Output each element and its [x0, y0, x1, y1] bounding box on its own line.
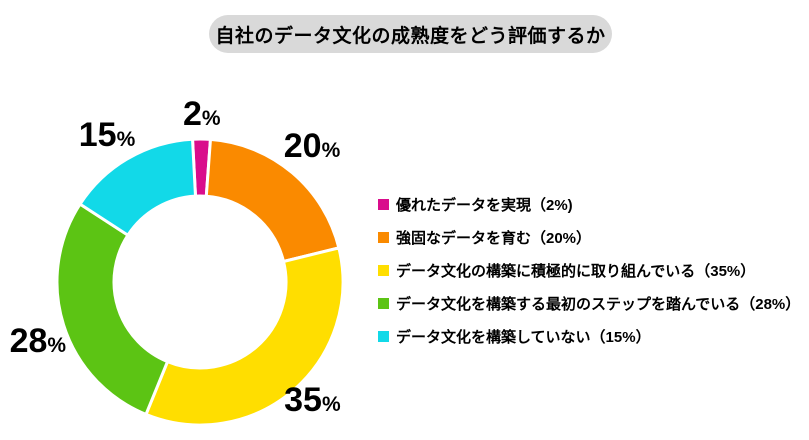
chart-title: 自社のデータ文化の成熟度をどう評価するか [215, 25, 606, 47]
slice-value-number: 28 [9, 322, 48, 361]
slice-value-unit: % [47, 334, 67, 358]
donut-slice-4 [55, 202, 170, 417]
slice-value-number: 15 [78, 116, 117, 155]
slice-value-number: 20 [283, 126, 322, 165]
legend-item: データ文化の構築に積極的に取り組んでいる（35%） [378, 254, 800, 287]
legend-item-label: データ文化を構築する最初のステップを踏んでいる（28%） [396, 296, 801, 313]
slice-value-unit: % [201, 107, 221, 130]
slice-value-label: 28% [10, 324, 67, 358]
slice-value-label: 35% [284, 383, 341, 417]
legend-color-swatch [378, 199, 389, 210]
slice-value-label: 15% [79, 118, 136, 152]
legend-color-swatch [378, 265, 389, 276]
slice-value-unit: % [116, 128, 136, 152]
donut-slice-3 [144, 246, 345, 427]
legend: 優れたデータを実現（2%) 強固なデータを育む（20%） データ文化の構築に積極… [378, 188, 800, 353]
legend-color-swatch [378, 298, 389, 309]
legend-item-label: データ文化を構築していない（15%） [396, 329, 651, 346]
legend-item: データ文化を構築していない（15%） [378, 320, 800, 353]
slice-value-unit: % [321, 393, 341, 417]
chart-title-pill: 自社のデータ文化の成熟度をどう評価するか [209, 15, 612, 53]
legend-color-swatch [378, 232, 389, 243]
slice-value-label: 20% [284, 129, 341, 163]
slice-value-label: 2% [183, 97, 221, 131]
slice-value-number: 35 [284, 381, 322, 420]
legend-item: 強固なデータを育む（20%） [378, 221, 800, 254]
legend-item-label: 優れたデータを実現（2%) [396, 197, 573, 214]
legend-item-label: 強固なデータを育む（20%） [396, 230, 592, 247]
legend-item: データ文化を構築する最初のステップを踏んでいる（28%） [378, 287, 800, 320]
legend-item-label: データ文化の構築に積極的に取り組んでいる（35%） [396, 263, 756, 280]
donut-slice-5 [77, 137, 198, 238]
legend-item: 優れたデータを実現（2%) [378, 188, 800, 221]
legend-color-swatch [378, 331, 389, 342]
slice-value-number: 2 [182, 95, 202, 133]
donut-chart [55, 137, 345, 427]
donut-slice-2 [204, 137, 341, 264]
slice-value-unit: % [321, 138, 341, 162]
